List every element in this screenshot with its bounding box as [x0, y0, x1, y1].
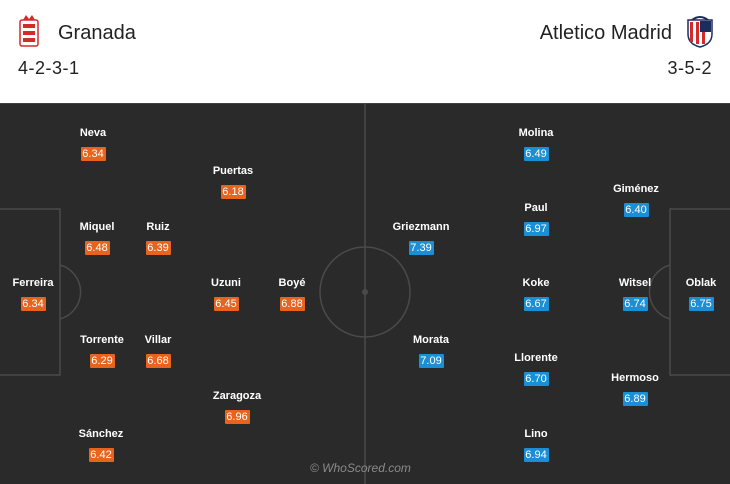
atletico-madrid-crest-icon [687, 16, 713, 48]
home-formation: 4-2-3-1 [18, 58, 80, 78]
player-rating-badge: 6.49 [523, 147, 549, 161]
player-rating-badge: 7.09 [418, 354, 444, 368]
player-rating-badge: 6.42 [88, 448, 114, 462]
player-name: Ruiz [146, 221, 170, 233]
player-rating-badge: 6.29 [89, 354, 115, 368]
player-rating-badge: 6.48 [84, 241, 110, 255]
away-player-hermoso[interactable]: Hermoso 6.89 [595, 372, 675, 407]
player-rating-badge: 7.39 [408, 241, 434, 255]
player-rating-badge: 6.40 [623, 203, 649, 217]
player-name: Uzuni [211, 277, 241, 289]
player-name: Molina [518, 127, 554, 139]
away-player-morata[interactable]: Morata 7.09 [391, 334, 471, 369]
player-rating-badge: 6.96 [224, 410, 250, 424]
player-rating-badge: 6.34 [80, 147, 106, 161]
player-rating-badge: 6.97 [523, 222, 549, 236]
player-rating-badge: 6.18 [220, 185, 246, 199]
player-rating-badge: 6.89 [622, 392, 648, 406]
home-player-ferreira[interactable]: Ferreira 6.34 [0, 277, 73, 312]
away-player-griezmann[interactable]: Griezmann 7.39 [381, 221, 461, 256]
player-name: Ferreira [12, 277, 54, 289]
away-player-oblak[interactable]: Oblak 6.75 [661, 277, 730, 312]
away-player-gimenez[interactable]: Giménez 6.40 [596, 183, 676, 218]
watermark: © WhoScored.com [310, 461, 411, 475]
player-rating-badge: 6.67 [523, 297, 549, 311]
player-name: Puertas [212, 165, 254, 177]
player-name: Witsel [618, 277, 652, 289]
home-player-puertas[interactable]: Puertas 6.18 [193, 165, 273, 200]
player-name: Koke [522, 277, 550, 289]
player-rating-badge: 6.45 [213, 297, 239, 311]
player-name: Neva [79, 127, 107, 139]
player-name: Paul [524, 202, 548, 214]
player-rating-badge: 6.94 [523, 448, 549, 462]
home-player-villar[interactable]: Villar 6.68 [118, 334, 198, 369]
player-name: Sánchez [78, 428, 124, 440]
player-name: Torrente [80, 334, 124, 346]
home-player-zaragoza[interactable]: Zaragoza 6.96 [197, 390, 277, 425]
away-team-name[interactable]: Atletico Madrid [539, 22, 672, 44]
player-rating-badge: 6.39 [145, 241, 171, 255]
home-player-miquel[interactable]: Miquel 6.48 [57, 221, 137, 256]
player-rating-badge: 6.74 [622, 297, 648, 311]
player-name: Zaragoza [212, 390, 262, 402]
away-player-koke[interactable]: Koke 6.67 [496, 277, 576, 312]
player-name: Lino [524, 428, 548, 440]
player-name: Llorente [514, 352, 558, 364]
home-team-name[interactable]: Granada [58, 22, 136, 44]
away-player-witsel[interactable]: Witsel 6.74 [595, 277, 675, 312]
away-player-paul[interactable]: Paul 6.97 [496, 202, 576, 237]
away-player-lino[interactable]: Lino 6.94 [496, 428, 576, 463]
home-player-neva[interactable]: Neva 6.34 [53, 127, 133, 162]
player-rating-badge: 6.88 [279, 297, 305, 311]
home-player-uzuni[interactable]: Uzuni 6.45 [186, 277, 266, 312]
granada-crest-icon [19, 15, 39, 47]
home-player-boye[interactable]: Boyé 6.88 [252, 277, 332, 312]
player-name: Oblak [685, 277, 717, 289]
player-rating-badge: 6.34 [20, 297, 46, 311]
away-player-llorente[interactable]: Llorente 6.70 [496, 352, 576, 387]
player-rating-badge: 6.70 [523, 372, 549, 386]
player-name: Boyé [278, 277, 306, 289]
player-name: Hermoso [611, 372, 659, 384]
player-name: Villar [144, 334, 172, 346]
home-player-sanchez[interactable]: Sánchez 6.42 [61, 428, 141, 463]
match-header: Granada 4-2-3-1 Atletico Madrid 3-5-2 [0, 0, 730, 96]
pitch-lines [0, 103, 730, 484]
player-name: Morata [412, 334, 450, 346]
player-name: Griezmann [392, 221, 450, 233]
home-player-torrente[interactable]: Torrente 6.29 [62, 334, 142, 369]
away-player-molina[interactable]: Molina 6.49 [496, 127, 576, 162]
player-rating-badge: 6.75 [688, 297, 714, 311]
player-name: Miquel [79, 221, 115, 233]
player-name: Giménez [613, 183, 659, 195]
player-rating-badge: 6.68 [145, 354, 171, 368]
home-player-ruiz[interactable]: Ruiz 6.39 [118, 221, 198, 256]
away-formation: 3-5-2 [667, 58, 712, 78]
pitch: Ferreira 6.34 Neva 6.34 Miquel 6.48 Torr… [0, 103, 730, 484]
